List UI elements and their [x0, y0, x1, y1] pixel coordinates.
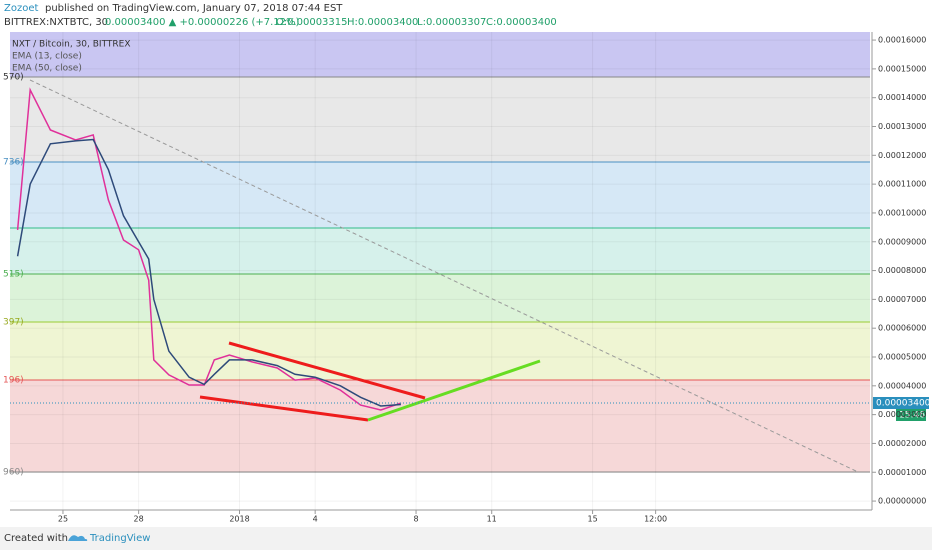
countdown: 15:46	[899, 411, 925, 421]
low: L:0.00003307	[417, 17, 486, 28]
y-tick-label: 0.00007000	[878, 295, 926, 304]
y-tick-label: 0.00011000	[878, 180, 926, 189]
y-tick-label: 0.00006000	[878, 324, 926, 333]
fib-band	[10, 162, 870, 228]
y-tick-label: 0.00016000	[878, 36, 926, 45]
published: published on TradingView.com, January 07…	[45, 3, 343, 14]
fib-label: 960)	[3, 468, 24, 478]
y-tick-label: 0.00015000	[878, 64, 926, 73]
y-tick-label: 0.00003000	[878, 410, 926, 419]
fib-band	[10, 32, 870, 77]
fib-bands	[10, 32, 870, 473]
x-tick-label: 25	[58, 515, 68, 524]
legend-entry: EMA (13, close)	[12, 52, 82, 62]
x-tick-label: 28	[134, 515, 144, 524]
fib-label: 196)	[3, 376, 24, 386]
trend-line	[29, 79, 859, 473]
fib-labels: 570) 736) 515) 397) 196) 960)	[3, 73, 24, 478]
x-tick-label: 8	[413, 515, 418, 524]
created-with: Created with	[4, 533, 68, 544]
grid	[10, 32, 870, 510]
trend-line	[228, 341, 426, 400]
fib-band	[10, 77, 870, 162]
x-tick-label: 11	[487, 515, 497, 524]
fib-label: 736)	[3, 158, 24, 168]
high: H:0.00003400	[347, 17, 418, 28]
y-tick-label: 0.00004000	[878, 381, 926, 390]
legend: EMA (13, close) EMA (50, close)	[12, 52, 82, 74]
open: O:0.00003315	[276, 17, 348, 28]
logo	[68, 535, 88, 541]
x-tick-label: 12:00	[644, 515, 667, 524]
trend-line	[199, 395, 369, 422]
y-tick-label: 0.00008000	[878, 266, 926, 275]
footer	[0, 527, 932, 550]
x-tick-label: 15	[587, 515, 597, 524]
close: C:0.00003400	[486, 17, 557, 28]
plot	[16, 87, 402, 411]
fib-label: 570)	[3, 73, 24, 83]
drawings	[10, 79, 870, 473]
y-tick-label: 0.00014000	[878, 93, 926, 102]
y-tick-label: 0.00000000	[878, 497, 926, 506]
price-box	[873, 397, 929, 409]
y-tick-label: 0.00010000	[878, 208, 926, 217]
countdown-box	[896, 409, 926, 421]
y-tick-label: 0.00002000	[878, 439, 926, 448]
legend-title: NXT / Bitcoin, 30, BITTREX	[12, 40, 131, 50]
x-tick-label: 4	[313, 515, 318, 524]
y-tick-label: 0.00001000	[878, 468, 926, 477]
brand[interactable]: TradingView	[89, 533, 150, 544]
series-line	[16, 87, 402, 411]
y-tick-label: 0.00013000	[878, 122, 926, 131]
series-line	[16, 138, 401, 407]
x-tick-label: 2018	[229, 515, 249, 524]
fib-label: 515)	[3, 270, 24, 280]
legend-entry: EMA (50, close)	[12, 64, 82, 74]
trend-line	[367, 359, 541, 422]
y-tick-label: 0.00005000	[878, 353, 926, 362]
change: 0.00003400 ▲ +0.00000226 (+7.12%)	[105, 17, 300, 28]
y-tick-label: 0.00009000	[878, 237, 926, 246]
publisher: Zozoet	[4, 3, 38, 14]
symbol: BITTREX:NXTBTC, 30	[4, 17, 108, 28]
fib-label: 397)	[3, 318, 24, 328]
y-tick-label: 0.00012000	[878, 151, 926, 160]
price-label: 0.00003400	[876, 399, 931, 409]
fib-band	[10, 228, 870, 274]
